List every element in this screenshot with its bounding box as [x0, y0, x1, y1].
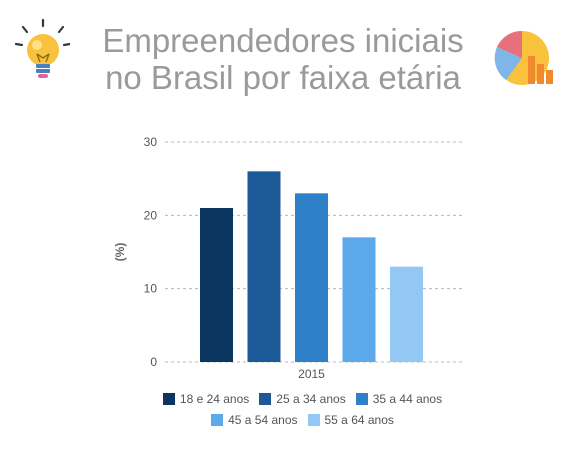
y-tick-label: 30 — [144, 135, 158, 149]
bar-18-e-24-anos — [200, 208, 233, 362]
legend-label: 18 e 24 anos — [179, 392, 250, 406]
legend-row: 18 e 24 anos 25 a 34 anos 35 a 44 anos — [0, 392, 569, 406]
y-tick-label: 0 — [150, 355, 157, 369]
title-line-2: no Brasil por faixa etária — [105, 59, 461, 96]
pie-bar-chart-icon — [494, 30, 553, 85]
page-title: Empreendedores iniciais no Brasil por fa… — [78, 22, 488, 96]
legend-item[interactable]: 45 a 54 anos — [211, 413, 298, 427]
legend: 18 e 24 anos 25 a 34 anos 35 a 44 anos 45 … — [0, 392, 569, 434]
legend-row: 45 a 54 anos 55 a 64 anos — [0, 413, 569, 427]
y-tick-label: 20 — [144, 208, 158, 222]
legend-swatch — [259, 393, 272, 405]
bar-chart: 0 10 20 30 (%) 2015 — [113, 135, 463, 381]
y-tick-label: 10 — [144, 282, 158, 296]
bar-45-a-54-anos — [342, 237, 376, 362]
title-line-1: Empreendedores iniciais — [102, 22, 464, 59]
header: Empreendedores iniciais no Brasil por fa… — [0, 0, 569, 100]
y-axis-label: (%) — [113, 243, 127, 262]
legend-item[interactable]: 18 e 24 anos — [162, 392, 250, 406]
legend-item[interactable]: 35 a 44 anos — [355, 392, 443, 406]
bar-55-a-64-anos — [390, 266, 423, 362]
lightbulb-icon — [14, 18, 70, 78]
legend-swatch — [162, 393, 175, 405]
legend-item[interactable]: 25 a 34 anos — [259, 392, 346, 406]
legend-swatch — [355, 393, 368, 405]
legend-swatch — [211, 414, 224, 426]
bar-35-a-44-anos — [295, 193, 328, 362]
x-tick-label: 2015 — [298, 367, 325, 381]
bar-25-a-34-anos — [247, 171, 281, 362]
legend-swatch — [307, 414, 320, 426]
legend-item[interactable]: 55 a 64 anos — [307, 413, 394, 427]
legend-label: 35 a 44 anos — [372, 392, 443, 406]
legend-label: 55 a 64 anos — [324, 413, 394, 427]
legend-label: 25 a 34 anos — [276, 392, 346, 406]
legend-label: 45 a 54 anos — [228, 413, 298, 427]
